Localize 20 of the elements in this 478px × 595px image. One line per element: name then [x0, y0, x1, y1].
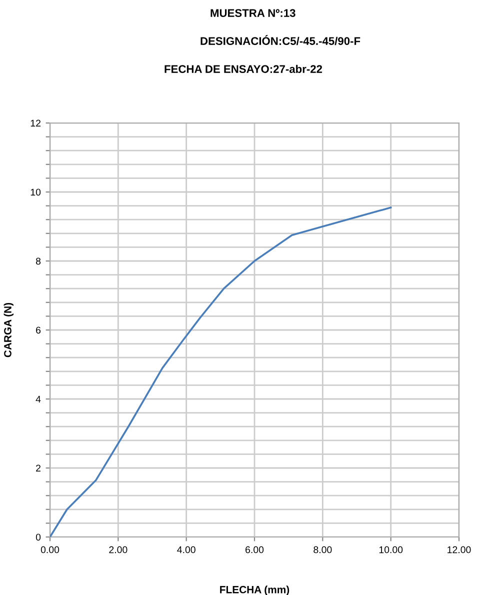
x-tick-label: 0.00 [40, 546, 60, 554]
y-tick-label: 10 [30, 188, 41, 196]
x-axis-title: FLECHA (mm) [220, 586, 290, 595]
x-tick-label: 4.00 [177, 546, 196, 554]
text: FECHA DE ENSAYO:27-abr-22 [164, 64, 322, 73]
y-tick-label: 8 [36, 258, 41, 265]
chart-title: MUESTRA Nº:13 [210, 9, 296, 17]
x-tick-label: 10.00 [379, 546, 403, 554]
chart-subtitle: DESIGNACIÓN:C5/-45.-45/90-F [200, 35, 360, 46]
y-tick-label: 4 [36, 396, 41, 403]
x-tick-label: 8.00 [314, 546, 332, 554]
x-tick-label: 12.00 [448, 546, 471, 554]
line-series [50, 206, 392, 537]
y-tick-label: 12 [30, 120, 40, 127]
y-tick-label: 2 [36, 464, 40, 472]
y-tick-label: 6 [36, 326, 41, 334]
x-tick-label: 6.00 [246, 546, 264, 554]
x-tick-label: 2.00 [109, 546, 128, 554]
y-tick-label: 0 [36, 534, 41, 541]
y-axis-title: CARGA (N) [4, 302, 14, 358]
